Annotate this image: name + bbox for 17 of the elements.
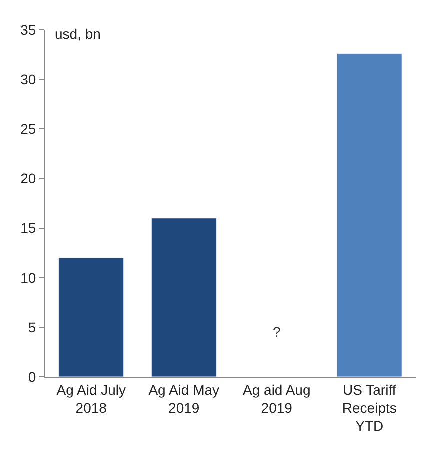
y-tick-label: 30 <box>20 71 36 88</box>
y-tick-label: 10 <box>20 270 36 286</box>
x-tick-label: Ag aid Aug 2019 <box>243 382 311 416</box>
y-axis-title: usd, bn <box>55 26 101 42</box>
bar <box>151 218 217 377</box>
y-tick-label: 0 <box>28 368 36 385</box>
x-tick-label: Ag Aid July 2018 <box>56 382 126 416</box>
x-tick-label: Ag Aid May 2019 <box>148 382 220 416</box>
bar <box>336 54 402 377</box>
y-tick-label: 5 <box>28 319 36 336</box>
x-tick-label: US Tariff Receipts YTD <box>342 382 397 434</box>
annotation: ? <box>273 324 281 340</box>
bar <box>58 258 124 377</box>
y-tick-label: 20 <box>20 170 36 187</box>
y-tick-label: 15 <box>20 220 36 236</box>
y-tick-label: 35 <box>20 22 36 38</box>
y-tick-label: 25 <box>20 121 36 138</box>
